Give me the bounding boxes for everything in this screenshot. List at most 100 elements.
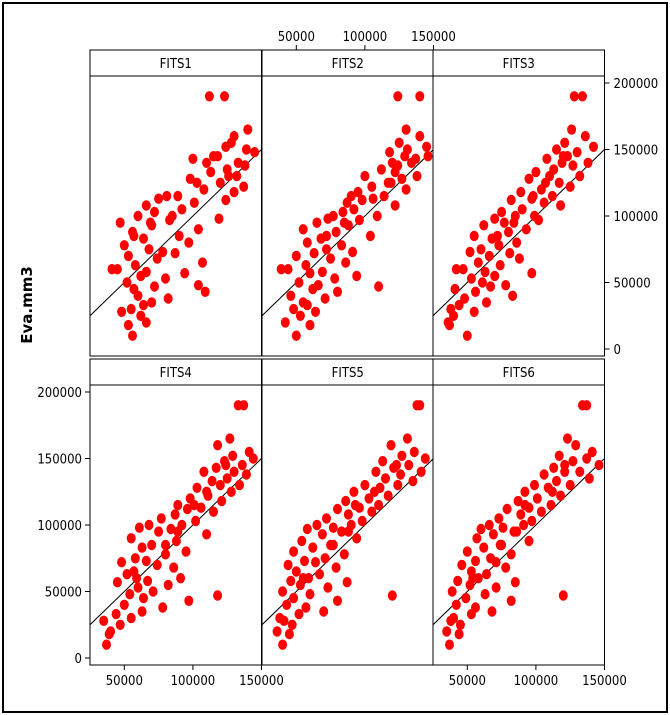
data-point: [161, 549, 170, 560]
strip-label: FITS6: [503, 366, 535, 381]
data-point: [516, 186, 526, 198]
data-point: [531, 166, 541, 178]
data-point: [99, 615, 109, 626]
data-point: [189, 499, 199, 511]
data-point: [494, 240, 504, 251]
data-point: [315, 569, 325, 580]
data-point: [374, 499, 384, 511]
x-tick-label: 50000: [106, 674, 143, 689]
data-point: [278, 639, 288, 650]
x-tick-label: 150000: [582, 674, 627, 689]
data-point: [166, 523, 176, 535]
data-point: [352, 270, 362, 282]
data-point: [468, 573, 478, 584]
data-point: [528, 190, 538, 202]
data-point: [420, 453, 430, 464]
data-point: [132, 573, 142, 584]
data-point: [117, 306, 127, 317]
data-point: [141, 200, 151, 211]
data-point: [471, 555, 480, 567]
data-point: [386, 440, 396, 451]
data-point: [497, 539, 507, 551]
data-point: [144, 519, 154, 531]
data-point: [280, 317, 290, 328]
data-point: [450, 283, 460, 295]
data-point: [222, 473, 232, 484]
x-tick-label: 100000: [343, 30, 388, 45]
data-point: [176, 573, 186, 584]
data-point: [477, 277, 487, 288]
data-point: [308, 283, 318, 295]
data-point: [235, 479, 244, 491]
data-point: [229, 186, 239, 198]
data-point: [193, 224, 203, 235]
data-point: [547, 486, 557, 497]
data-point: [225, 433, 235, 444]
data-point: [547, 190, 557, 202]
data-point: [305, 589, 315, 600]
data-point: [144, 244, 154, 255]
data-point: [554, 450, 564, 461]
data-point: [169, 562, 179, 573]
data-point: [449, 310, 459, 321]
data-point: [133, 290, 143, 301]
data-point: [360, 479, 370, 491]
y-tick-label: 150000: [614, 144, 659, 159]
data-point: [226, 486, 236, 497]
strip-header: [89, 49, 262, 77]
data-point: [490, 270, 500, 282]
data-point: [181, 546, 191, 557]
data-point: [360, 170, 370, 182]
data-point: [295, 310, 305, 321]
data-point: [192, 177, 202, 188]
data-point: [354, 214, 364, 226]
data-point: [291, 566, 301, 577]
data-point: [346, 190, 356, 202]
data-point: [337, 240, 347, 251]
data-point: [451, 264, 461, 275]
data-point: [333, 503, 342, 515]
data-point: [143, 575, 153, 587]
data-point: [487, 606, 497, 617]
data-point: [115, 217, 125, 228]
data-point: [123, 250, 133, 262]
data-point: [368, 193, 378, 204]
data-point: [287, 619, 297, 630]
data-point: [200, 286, 210, 297]
data-point: [156, 513, 166, 524]
data-point: [396, 469, 406, 480]
data-point: [549, 462, 559, 473]
plot-layer: FITS1 FITS2 FITS3 FITS4 FITS5 FITS6 50000 10000…: [37, 30, 659, 689]
data-point: [565, 181, 575, 192]
data-point: [289, 546, 299, 557]
data-point: [305, 319, 315, 331]
data-point: [571, 440, 581, 451]
data-point: [505, 248, 515, 259]
data-point: [527, 268, 537, 279]
data-point: [552, 144, 561, 155]
data-point: [409, 446, 419, 458]
data-point: [506, 194, 516, 206]
data-point: [516, 509, 526, 520]
data-point: [498, 522, 508, 533]
data-point: [397, 450, 407, 461]
data-point: [374, 281, 384, 292]
data-point: [445, 319, 454, 331]
data-point: [189, 197, 199, 208]
data-point: [423, 151, 433, 162]
data-point: [462, 546, 472, 557]
data-point: [567, 124, 577, 135]
data-point: [402, 433, 412, 444]
data-point: [482, 569, 491, 580]
data-point: [379, 190, 389, 202]
data-point: [491, 582, 501, 593]
data-point: [331, 226, 341, 238]
data-point: [286, 575, 296, 587]
data-point: [383, 490, 393, 501]
data-point: [328, 539, 338, 551]
data-point: [294, 608, 304, 620]
data-point: [136, 270, 146, 282]
data-point: [353, 186, 363, 198]
data-point: [133, 210, 143, 222]
data-point: [376, 164, 386, 175]
